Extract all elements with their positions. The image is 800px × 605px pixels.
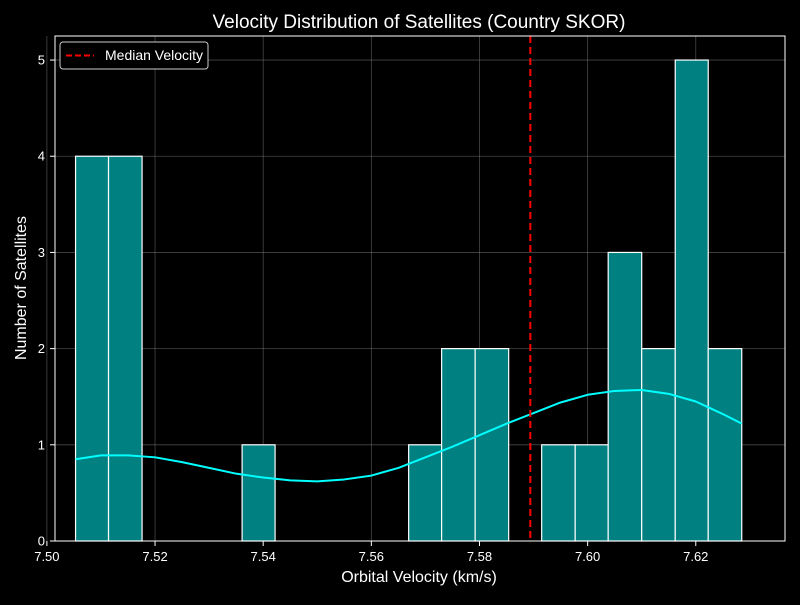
- histogram-bars: [74, 59, 743, 542]
- legend: Median Velocity: [59, 41, 209, 70]
- x-axis: 7.50 7.52 7.54 7.56 7.58 7.60 7.62: [34, 541, 708, 564]
- x-tick-label: 7.52: [142, 549, 167, 564]
- legend-box: [59, 41, 209, 70]
- histogram-bar: [707, 348, 743, 542]
- plot-area-frame: [54, 35, 786, 542]
- chart-title: Velocity Distribution of Satellites (Cou…: [213, 12, 626, 33]
- histogram-bar: [607, 251, 643, 542]
- x-tick-label: 7.50: [34, 549, 59, 564]
- histogram-bar: [241, 444, 276, 542]
- x-axis-label: Orbital Velocity (km/s): [341, 569, 497, 586]
- legend-median-label: Median Velocity: [105, 47, 203, 63]
- histogram-bar: [574, 444, 609, 542]
- x-tick-label: 7.54: [251, 549, 276, 564]
- histogram-bar: [541, 444, 576, 542]
- x-tick-label: 7.60: [575, 549, 600, 564]
- y-tick-label: 3: [38, 245, 45, 260]
- histogram-bar: [74, 155, 110, 542]
- y-axis: 0 1 2 3 4 5: [38, 53, 55, 549]
- histogram-bar: [674, 59, 709, 542]
- histogram-bar: [408, 444, 443, 542]
- y-tick-label: 5: [38, 53, 45, 68]
- histogram-bar: [641, 348, 676, 542]
- kde-curve-group: [75, 388, 743, 483]
- y-axis-label: Number of Satellites: [13, 216, 30, 360]
- x-tick-label: 7.62: [683, 549, 708, 564]
- kde-curve: [75, 388, 743, 483]
- histogram-bar: [474, 348, 510, 542]
- y-tick-label: 1: [38, 437, 45, 452]
- y-tick-label: 4: [38, 149, 45, 164]
- y-tick-label: 0: [38, 534, 45, 549]
- x-tick-label: 7.56: [359, 549, 384, 564]
- x-tick-label: 7.58: [467, 549, 492, 564]
- y-tick-label: 2: [38, 341, 45, 356]
- histogram-bar: [107, 155, 143, 542]
